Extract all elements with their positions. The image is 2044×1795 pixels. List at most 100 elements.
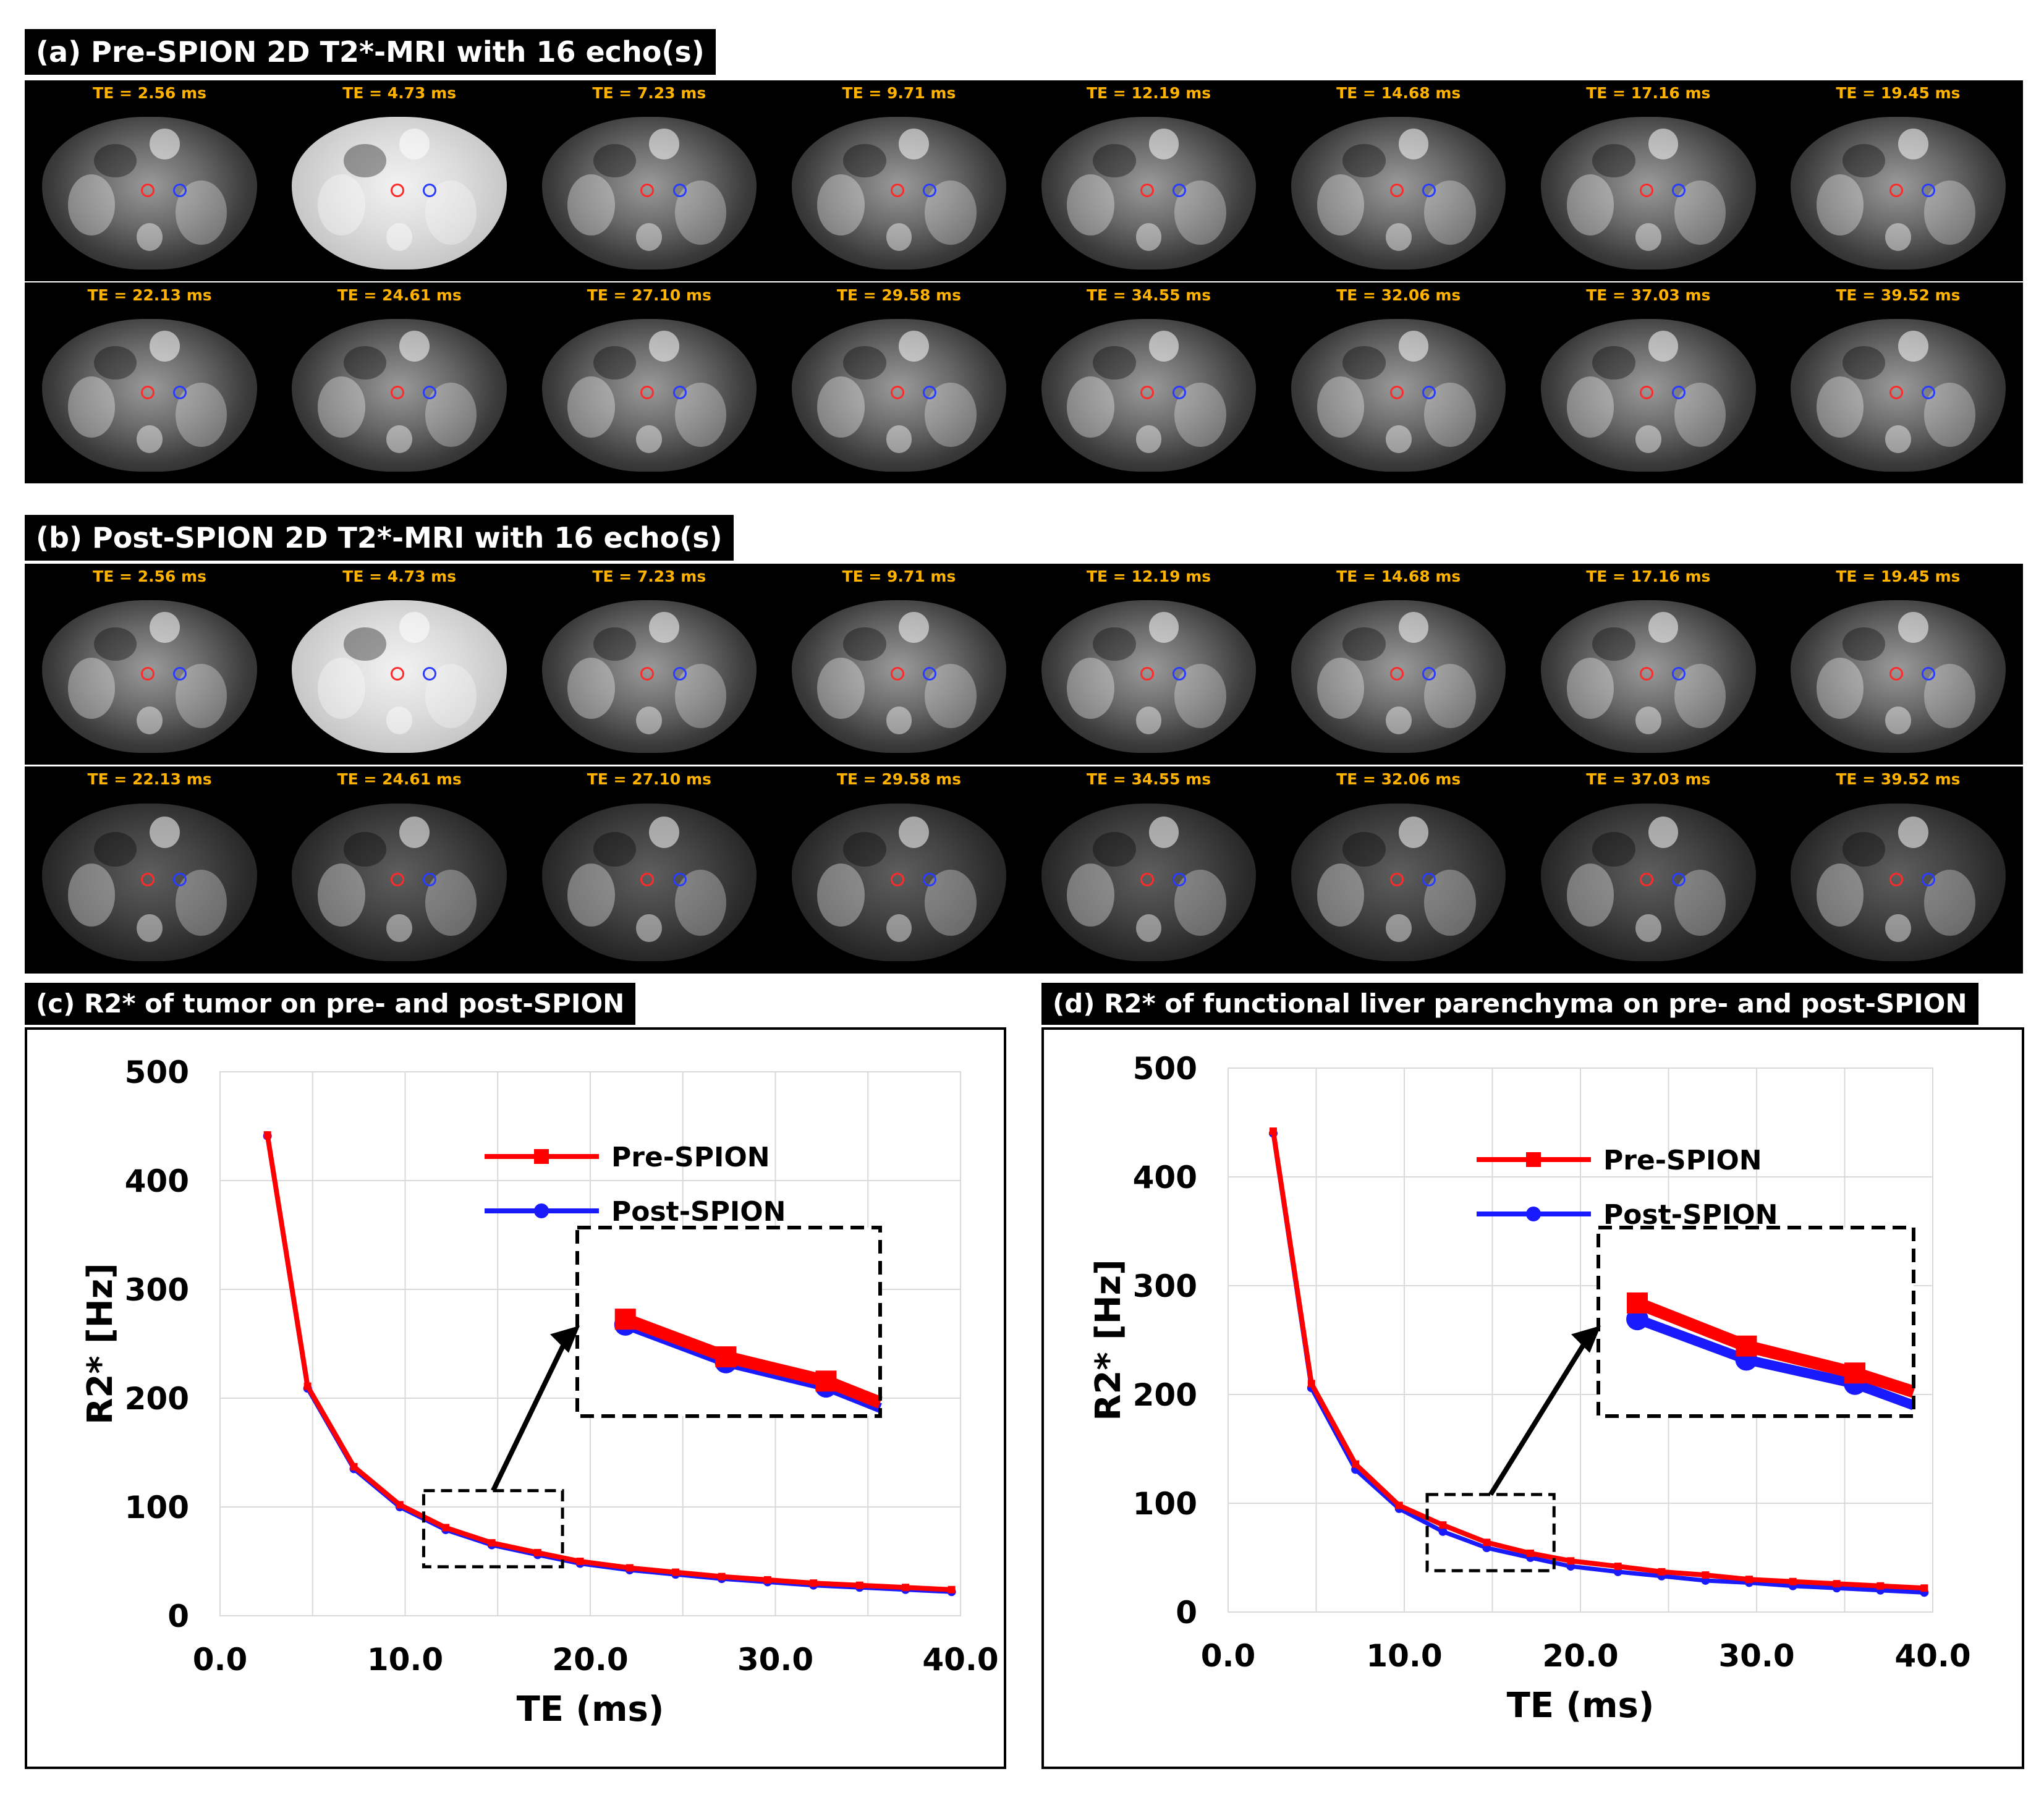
x-tick-label: 40.0	[922, 1642, 998, 1678]
data-point-pre	[1567, 1557, 1575, 1565]
organ-shape	[1317, 658, 1365, 719]
plot-area	[1228, 1067, 1933, 1613]
te-label: TE = 34.55 ms	[1086, 286, 1211, 304]
liver-roi-marker	[672, 184, 687, 198]
organ-shape	[386, 425, 413, 453]
organ-shape	[1067, 376, 1114, 438]
abdomen-slice	[541, 804, 757, 961]
organ-shape	[1093, 143, 1136, 178]
mri-thumbnail: TE = 34.55 ms	[1024, 282, 1274, 483]
organ-shape	[1648, 612, 1679, 643]
abdomen-slice	[1541, 600, 1756, 753]
organ-shape	[649, 816, 679, 848]
tumor-roi-marker	[1389, 873, 1404, 887]
abdomen-slice	[1541, 116, 1756, 269]
zoom-arrow-head	[550, 1325, 580, 1353]
tumor-roi-marker	[1639, 667, 1653, 681]
te-label: TE = 9.71 ms	[842, 84, 956, 102]
organ-shape	[1398, 331, 1429, 362]
abdomen-slice	[42, 116, 257, 269]
zoom-arrow-shaft	[491, 1335, 570, 1492]
zoom-arrow-shaft	[1488, 1335, 1591, 1496]
chart-c-svg: 0 100 200 300 400 500 0.0 10.0 20.0 30.0 40.0 TE (m…	[80, 1055, 999, 1729]
y-tick-label: 100	[125, 1490, 189, 1526]
abdomen-slice	[292, 116, 507, 269]
mri-thumbnail: TE = 2.56 ms	[25, 564, 274, 765]
liver-roi-marker	[1922, 667, 1936, 681]
data-point-pre	[625, 1564, 634, 1572]
panel-b-row-2: TE = 22.13 ms TE = 24.61 ms TE = 27.10 ms T…	[25, 766, 2023, 974]
data-point-post	[1438, 1527, 1448, 1536]
zoom-region-box	[1425, 1493, 1556, 1572]
abdomen-slice	[541, 600, 757, 753]
organ-shape	[886, 425, 912, 453]
tumor-roi-marker	[1140, 873, 1154, 887]
liver-roi-marker	[922, 667, 936, 681]
mri-thumbnail: TE = 19.45 ms	[1773, 80, 2023, 281]
data-point-pre	[1395, 1501, 1403, 1509]
organ-shape	[1317, 376, 1365, 438]
organ-shape	[343, 346, 387, 380]
tumor-roi-marker	[640, 386, 655, 400]
tumor-roi-marker	[1889, 386, 1904, 400]
organ-shape	[1648, 129, 1679, 159]
series-line-pre	[1271, 1131, 1925, 1591]
y-axis-label: R2* [Hz]	[1088, 1259, 1129, 1421]
organ-shape	[150, 129, 180, 159]
inset-point-pre	[1844, 1362, 1866, 1384]
liver-roi-marker	[1422, 184, 1436, 198]
organ-shape	[899, 331, 930, 362]
organ-shape	[318, 864, 365, 927]
organ-shape	[1635, 914, 1661, 943]
panel-b-row-1: TE = 2.56 ms TE = 4.73 ms TE = 7.23 ms TE =…	[25, 564, 2023, 765]
organ-shape	[593, 346, 637, 380]
data-point-pre	[1920, 1584, 1928, 1592]
liver-roi-marker	[922, 873, 936, 887]
organ-shape	[386, 707, 413, 734]
organ-shape	[567, 864, 615, 927]
organ-shape	[649, 331, 679, 362]
tumor-roi-marker	[890, 667, 904, 681]
tumor-roi-marker	[640, 667, 655, 681]
organ-shape	[1093, 346, 1136, 380]
panel-a-row-2: TE = 22.13 ms TE = 24.61 ms TE = 27.10 ms T…	[25, 282, 2023, 483]
data-point-pre	[1833, 1580, 1841, 1588]
organ-shape	[67, 864, 116, 927]
organ-shape	[93, 143, 137, 178]
liver-roi-marker	[423, 386, 437, 400]
organ-shape	[843, 346, 886, 380]
organ-shape	[1067, 864, 1114, 927]
data-point-pre	[1702, 1571, 1710, 1579]
mri-thumbnail: TE = 24.61 ms	[274, 282, 524, 483]
te-label: TE = 22.13 ms	[87, 770, 212, 788]
tumor-roi-marker	[141, 873, 155, 887]
organ-shape	[1317, 864, 1365, 927]
liver-roi-marker	[1422, 386, 1436, 400]
organ-shape	[67, 658, 116, 719]
inset-point-pre	[614, 1309, 636, 1330]
organ-shape	[1816, 376, 1864, 438]
organ-shape	[1592, 832, 1635, 867]
te-label: TE = 27.10 ms	[587, 286, 711, 304]
organ-shape	[593, 143, 637, 178]
abdomen-slice	[541, 116, 757, 269]
organ-shape	[1592, 143, 1635, 178]
te-label: TE = 14.68 ms	[1336, 84, 1461, 102]
liver-roi-marker	[1922, 184, 1936, 198]
organ-shape	[1148, 816, 1179, 848]
te-label: TE = 12.19 ms	[1086, 84, 1211, 102]
organ-shape	[886, 223, 912, 251]
organ-shape	[817, 864, 865, 927]
tumor-roi-marker	[1639, 386, 1653, 400]
x-tick-label: 40.0	[1894, 1638, 1970, 1674]
te-label: TE = 24.61 ms	[337, 770, 462, 788]
x-axis-label: TE (ms)	[1507, 1686, 1655, 1726]
abdomen-slice	[791, 116, 1007, 269]
organ-shape	[343, 143, 387, 178]
panel-a-row-1: TE = 2.56 ms TE = 4.73 ms TE = 7.23 ms TE =…	[25, 80, 2023, 281]
organ-shape	[593, 832, 637, 867]
tumor-roi-marker	[391, 873, 405, 887]
mri-thumbnail: TE = 7.23 ms	[524, 80, 774, 281]
organ-shape	[1385, 707, 1412, 734]
abdomen-slice	[1041, 116, 1257, 269]
